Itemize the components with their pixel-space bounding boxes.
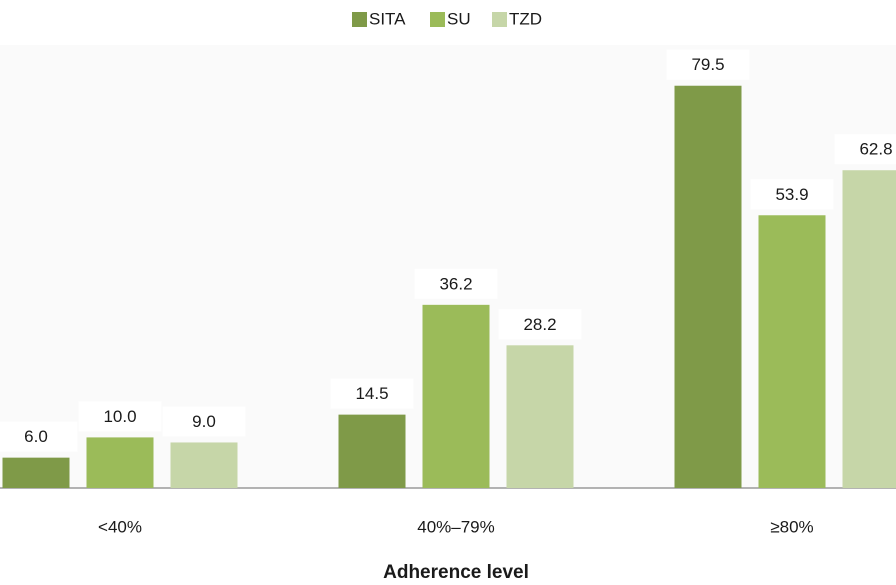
bar [842,170,896,488]
data-label: 9.0 [192,412,216,431]
legend-label: SITA [369,9,406,28]
label-bg [414,268,498,299]
data-label: 28.2 [523,315,556,334]
label-bg [666,49,750,80]
bar [170,442,238,488]
data-label: 14.5 [355,384,388,403]
data-label: 79.5 [691,55,724,74]
data-label: 6.0 [24,427,48,446]
x-tick-label: <40% [98,517,142,536]
label-bg [78,401,162,432]
x-axis-title: Adherence level [383,562,529,583]
label-bg [330,378,414,409]
bar [422,304,490,488]
label-bg [0,421,78,452]
label-bg [498,309,582,340]
legend-label: TZD [509,9,542,28]
bar [338,414,406,488]
label-bg [834,134,896,165]
legend-label: SU [447,9,471,28]
legend-swatch [492,12,507,27]
x-tick-label: 40%–79% [417,517,495,536]
bar [674,85,742,488]
bar [86,437,154,488]
x-tick-label: ≥80% [770,517,813,536]
data-label: 53.9 [775,185,808,204]
label-bg [162,406,246,437]
legend-swatch [430,12,445,27]
legend-swatch [352,12,367,27]
data-label: 62.8 [859,140,892,159]
bar [2,457,70,488]
bar [506,345,574,488]
data-label: 10.0 [103,407,136,426]
data-label: 36.2 [439,274,472,293]
bar [758,215,826,489]
label-bg [750,179,834,210]
